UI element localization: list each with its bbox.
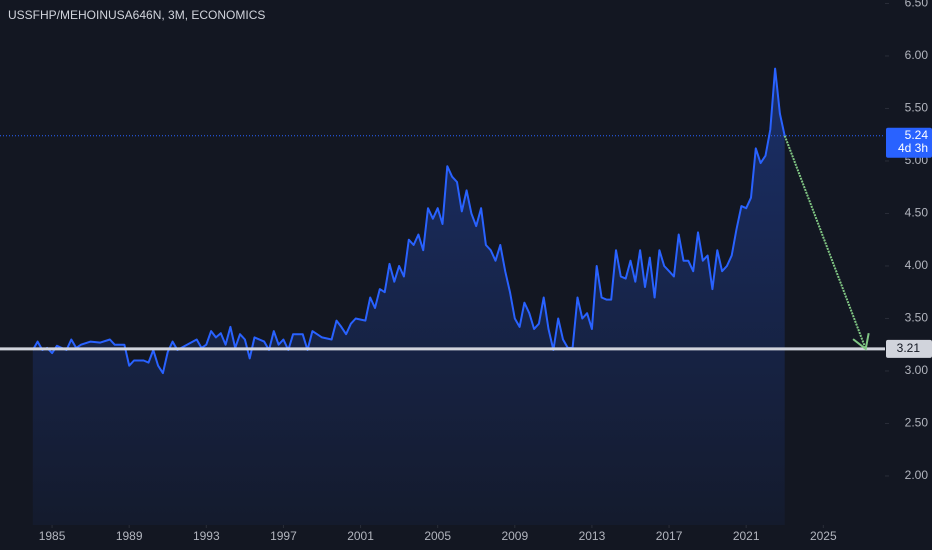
y-tick-label: 4.00	[905, 258, 929, 272]
horizontal-line-label: 3.21	[897, 341, 921, 355]
y-tick-label: 6.00	[905, 48, 929, 62]
last-value-label: 5.24	[905, 128, 929, 142]
x-tick-label: 2025	[810, 529, 837, 543]
last-value-box	[886, 127, 932, 158]
x-tick-label: 2017	[656, 529, 683, 543]
x-tick-label: 2001	[347, 529, 374, 543]
x-tick-label: 1985	[39, 529, 66, 543]
y-tick-label: 3.00	[905, 363, 929, 377]
horizontal-line-box	[886, 339, 932, 358]
x-tick-label: 2009	[501, 529, 528, 543]
y-tick-label: 4.50	[905, 206, 929, 220]
countdown-label: 4d 3h	[898, 141, 928, 155]
x-tick-label: 1993	[193, 529, 220, 543]
x-tick-label: 1997	[270, 529, 297, 543]
x-tick-label: 2013	[579, 529, 606, 543]
y-tick-label: 6.50	[905, 0, 929, 10]
area-fill	[32, 68, 785, 525]
y-tick-label: 5.50	[905, 101, 929, 115]
x-tick-label: 2005	[424, 529, 451, 543]
x-tick-label: 1989	[116, 529, 143, 543]
y-tick-label: 2.50	[905, 416, 929, 430]
x-tick-label: 2021	[733, 529, 760, 543]
trend-arrow	[783, 135, 867, 350]
y-tick-label: 2.00	[905, 468, 929, 482]
trend-arrow-head	[852, 333, 870, 351]
line	[31, 67, 786, 375]
chart-title: USSFHP/MEHOINUSA646N, 3M, ECONOMICS	[8, 8, 265, 22]
y-tick-label: 3.50	[905, 311, 929, 325]
